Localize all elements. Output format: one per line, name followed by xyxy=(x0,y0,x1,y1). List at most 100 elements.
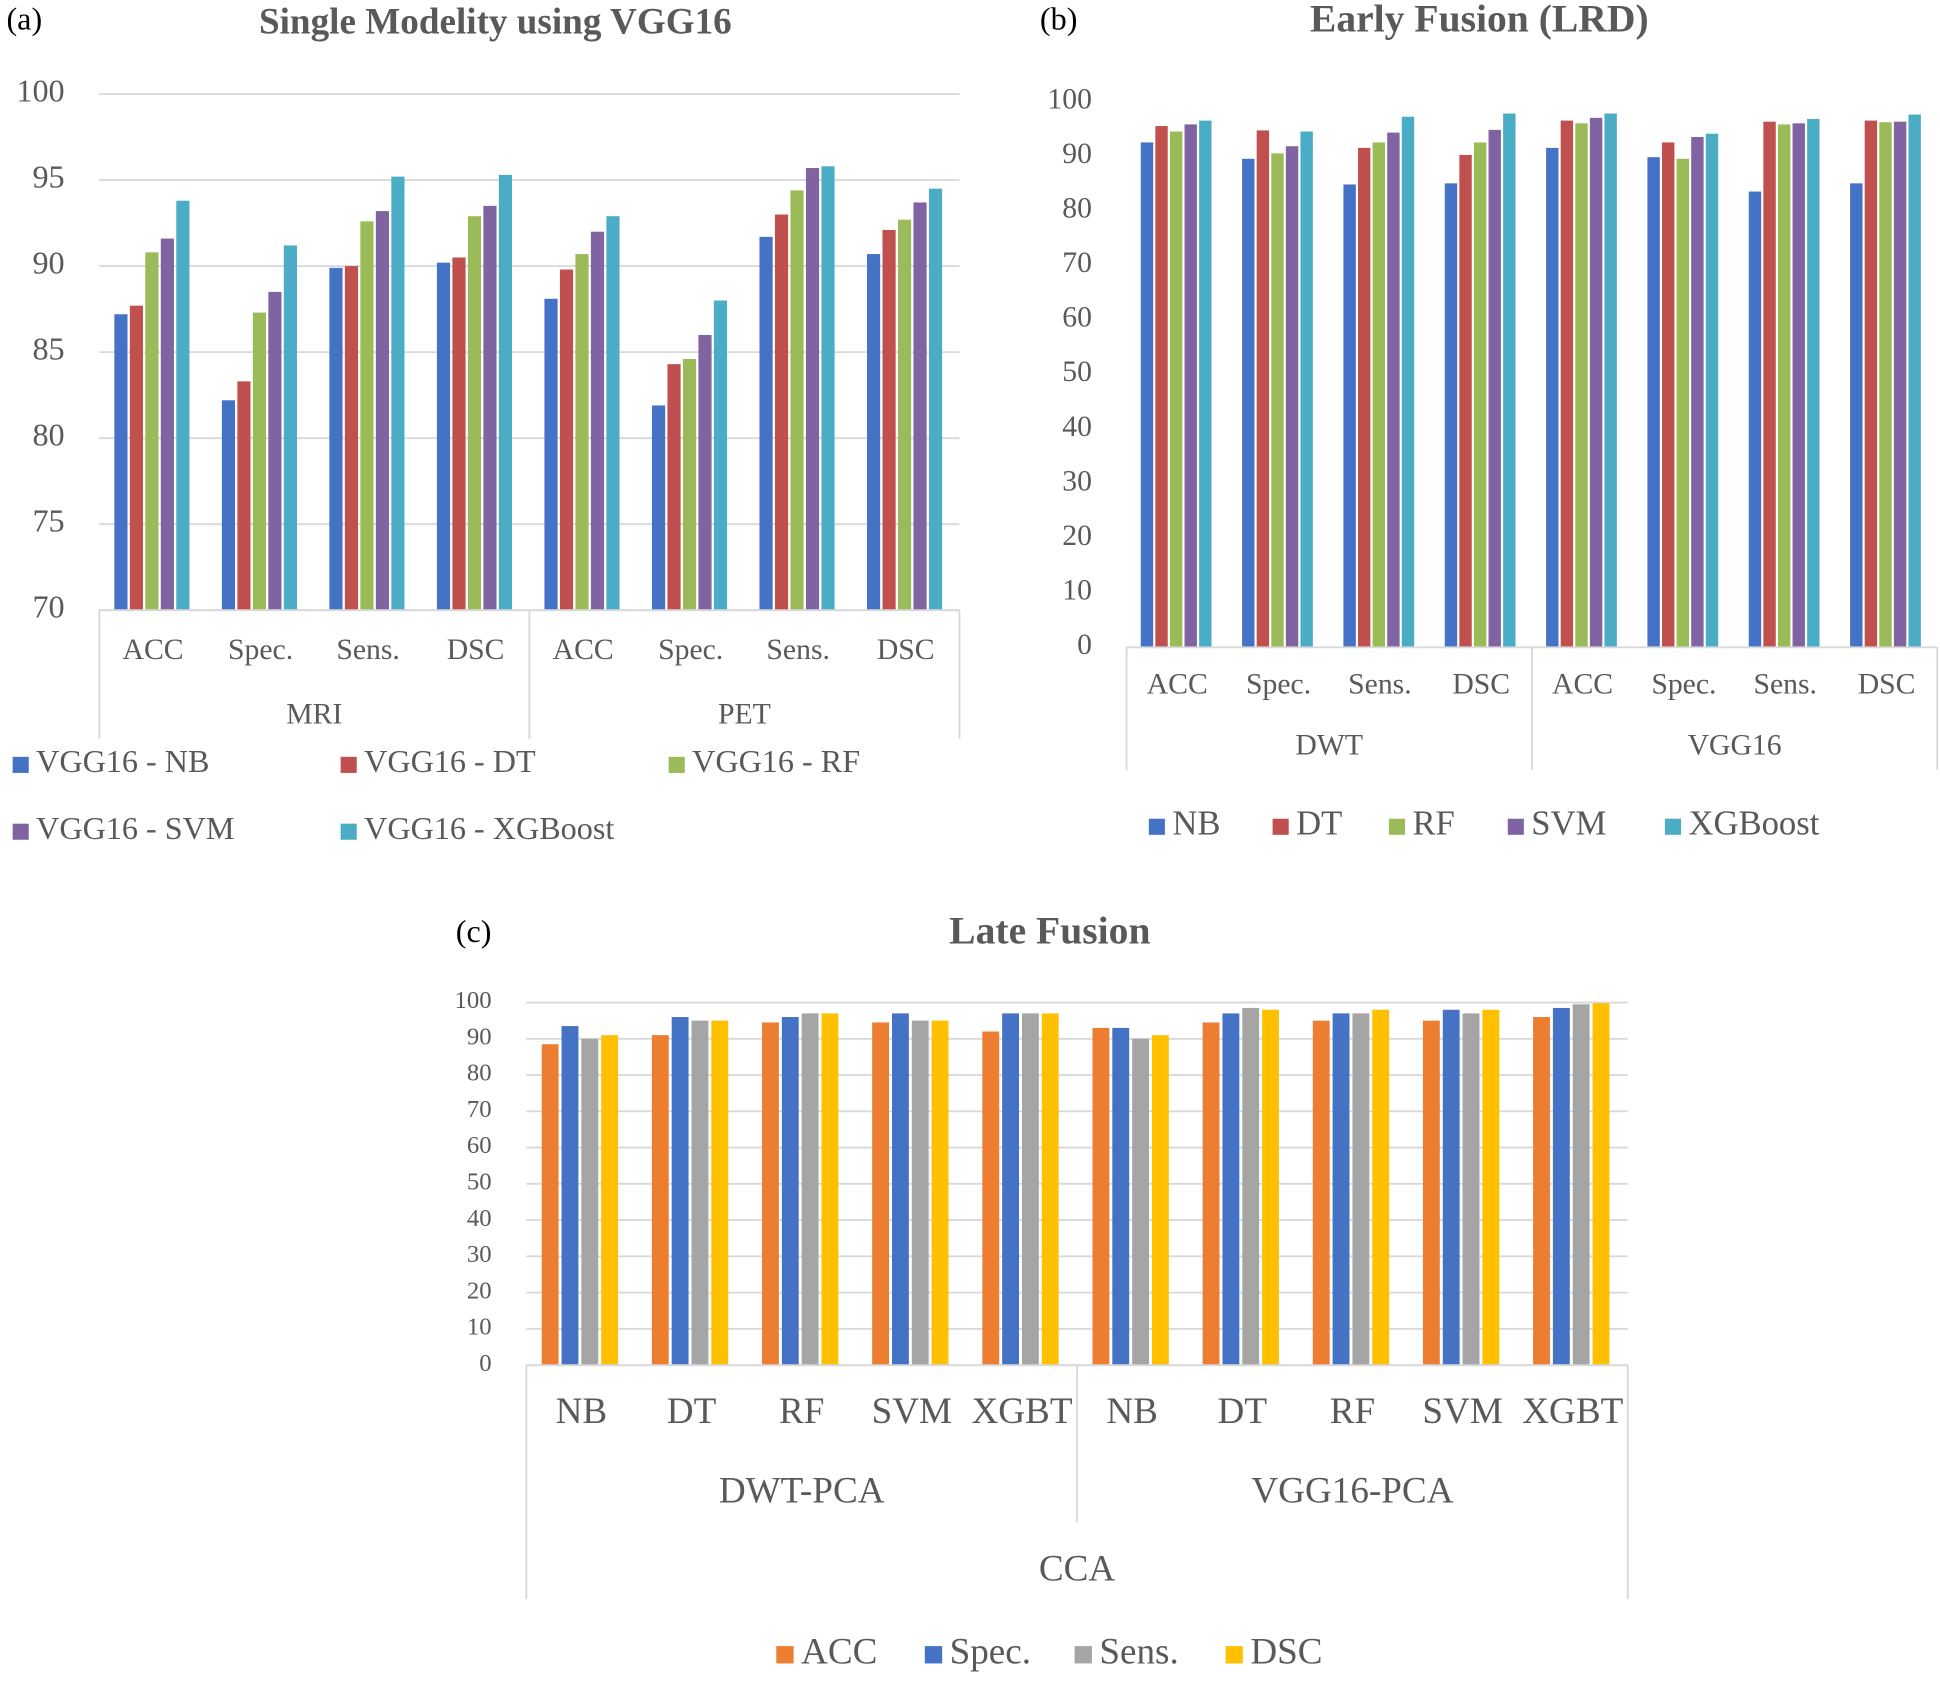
y-tick-label: 50 xyxy=(1062,356,1092,388)
legend-label: ACC xyxy=(801,1631,877,1672)
bar xyxy=(1387,132,1400,648)
y-tick-label: 50 xyxy=(467,1169,492,1196)
bar xyxy=(1112,1027,1130,1366)
legend-label: VGG16 - RF xyxy=(692,743,860,779)
y-tick-label: 80 xyxy=(1062,192,1092,224)
bar xyxy=(913,202,927,611)
x-tick-label: DSC xyxy=(877,634,935,666)
chart-title: Single Modelity using VGG16 xyxy=(259,1,732,42)
bar xyxy=(872,1022,890,1366)
bar xyxy=(1262,1009,1279,1366)
bar xyxy=(1482,1009,1500,1366)
bar xyxy=(1300,131,1313,648)
bar xyxy=(801,1013,819,1366)
chart-title: Late Fusion xyxy=(949,909,1150,953)
bar xyxy=(667,364,681,611)
legend-label: Sens. xyxy=(1099,1631,1178,1672)
bar xyxy=(606,216,620,611)
y-tick-label: 0 xyxy=(1077,629,1092,661)
x-tick-label: Sens. xyxy=(1753,669,1817,701)
x-tick-label: XGBT xyxy=(971,1391,1072,1432)
bar xyxy=(114,314,128,611)
x-tick-label: RF xyxy=(779,1391,824,1432)
bar xyxy=(1777,124,1791,648)
x-tick-label: ACC xyxy=(123,634,184,666)
x-tick-label: NB xyxy=(556,1391,608,1432)
bar xyxy=(1604,113,1617,648)
bar xyxy=(1140,142,1154,648)
bar xyxy=(781,1017,799,1366)
legend-label: XGBoost xyxy=(1688,805,1819,843)
group-label: VGG16 xyxy=(1688,729,1782,761)
bar xyxy=(498,174,513,611)
legend-label: VGG16 - NB xyxy=(36,743,209,779)
panel-label: (c) xyxy=(456,913,492,949)
group-label: PET xyxy=(718,698,771,730)
bar xyxy=(1560,120,1574,648)
x-tick-label: RF xyxy=(1330,1391,1375,1432)
bar xyxy=(467,216,482,611)
group-label: MRI xyxy=(286,698,342,730)
bar xyxy=(1358,147,1371,648)
legend-swatch xyxy=(12,823,29,840)
group-label: DWT-PCA xyxy=(719,1470,885,1511)
bar xyxy=(1155,126,1168,648)
bar xyxy=(129,305,143,611)
y-tick-label: 70 xyxy=(32,589,64,625)
bar xyxy=(1256,130,1270,648)
bar xyxy=(821,1013,839,1366)
bar xyxy=(1332,1013,1350,1366)
bar xyxy=(1372,142,1386,648)
bar xyxy=(575,254,589,611)
legend-label: VGG16 - XGBoost xyxy=(364,810,614,846)
bar xyxy=(1199,120,1212,648)
bar xyxy=(1691,136,1704,648)
x-tick-label: Sens. xyxy=(1348,669,1412,701)
bar xyxy=(1222,1013,1240,1366)
y-tick-label: 10 xyxy=(1062,575,1092,607)
bar xyxy=(268,291,282,611)
bar xyxy=(651,1035,669,1366)
bar xyxy=(1533,1017,1550,1366)
bar xyxy=(436,262,451,611)
bar xyxy=(1343,184,1356,648)
y-tick-label: 30 xyxy=(467,1241,492,1268)
bar xyxy=(1763,121,1776,648)
bar xyxy=(1503,113,1516,648)
bar xyxy=(691,1020,709,1366)
bar xyxy=(544,298,558,611)
bar xyxy=(1184,124,1197,648)
x-tick-label: ACC xyxy=(1552,669,1613,701)
bar xyxy=(698,334,712,611)
bar xyxy=(1546,147,1559,648)
bar xyxy=(252,312,266,611)
bar xyxy=(1202,1022,1220,1366)
y-tick-label: 100 xyxy=(16,72,64,108)
bar xyxy=(1850,183,1863,648)
bar xyxy=(1488,129,1501,648)
legend-label: Spec. xyxy=(950,1631,1031,1672)
y-tick-label: 90 xyxy=(32,244,64,280)
panel-label: (a) xyxy=(6,1,42,37)
bar xyxy=(1807,118,1820,648)
bar xyxy=(1893,121,1907,648)
legend-swatch xyxy=(924,1646,943,1664)
bar xyxy=(1662,142,1675,648)
bar xyxy=(867,254,881,611)
x-tick-label: Sens. xyxy=(336,634,400,666)
legend-label: RF xyxy=(1412,805,1454,843)
bar xyxy=(360,221,374,611)
bar xyxy=(1242,1007,1260,1366)
bar xyxy=(928,188,943,611)
y-tick-label: 70 xyxy=(1062,247,1092,279)
bar xyxy=(1864,120,1878,648)
legend-label: DSC xyxy=(1250,1631,1322,1672)
bar xyxy=(651,405,666,611)
bar xyxy=(145,252,159,611)
y-tick-label: 60 xyxy=(467,1132,492,1159)
bar xyxy=(581,1038,599,1366)
x-tick-label: NB xyxy=(1106,1391,1158,1432)
bar xyxy=(1132,1038,1149,1366)
x-tick-label: DSC xyxy=(1452,669,1510,701)
